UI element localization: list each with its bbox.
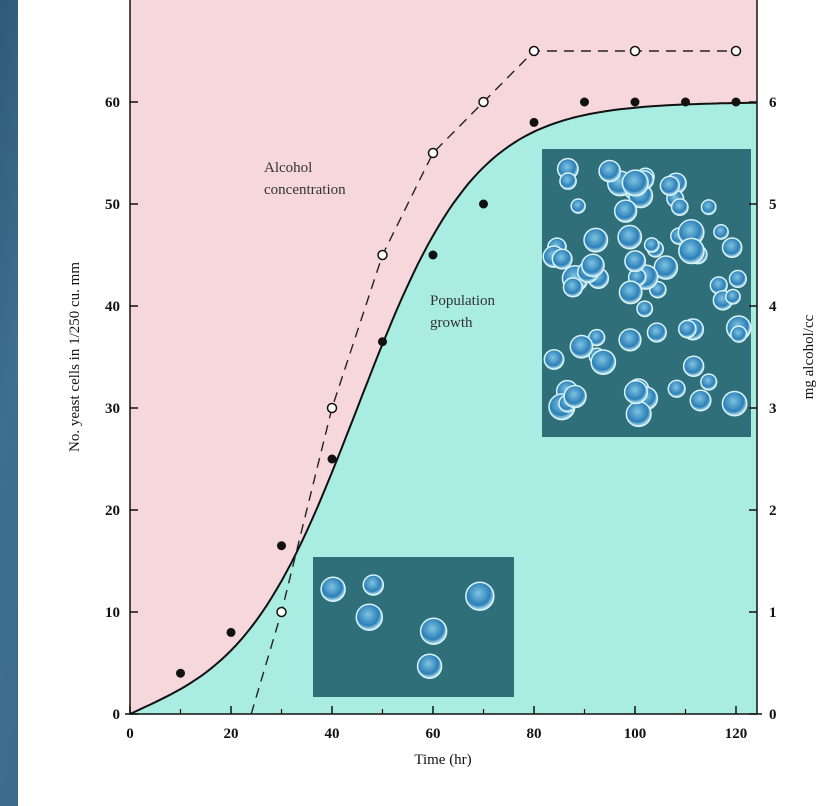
y-tick-label: 60 [105, 95, 120, 111]
y2-tick-label: 4 [769, 299, 777, 315]
yeast-cell [660, 176, 679, 195]
yeast-cell [591, 350, 615, 374]
y2-tick-label: 0 [769, 707, 777, 723]
y-tick-label: 40 [105, 299, 120, 315]
yeast-cell [418, 654, 442, 678]
yeast-cell [679, 320, 696, 337]
population-point [277, 541, 286, 550]
yeast-cell [626, 402, 651, 427]
x-tick-label: 80 [527, 726, 542, 742]
micrograph-small [313, 557, 514, 697]
x-tick-label: 120 [725, 726, 748, 742]
yeast-cell [679, 238, 704, 263]
y2-tick-label: 6 [769, 95, 777, 111]
yeast-cell [571, 199, 585, 213]
population-point [429, 251, 438, 260]
population-point [681, 98, 690, 107]
yeast-cell [722, 238, 741, 257]
alcohol-point [479, 98, 488, 107]
y2-tick-label: 2 [769, 503, 777, 519]
yeast-cell [701, 200, 715, 214]
population-point [631, 98, 640, 107]
x-tick-label: 20 [224, 726, 239, 742]
x-tick-label: 100 [624, 726, 647, 742]
population-point [732, 98, 741, 107]
y2-tick-label: 5 [769, 197, 777, 213]
yeast-cell [619, 281, 641, 303]
annotation-alcohol-line: concentration [264, 182, 346, 198]
yeast-cell [622, 170, 648, 196]
y-tick-label: 10 [105, 605, 120, 621]
annotation-population-line: Population [430, 293, 496, 309]
x-tick-label: 40 [325, 726, 340, 742]
yeast-cell [363, 575, 383, 595]
alcohol-point [631, 47, 640, 56]
alcohol-point [277, 608, 286, 617]
yeast-cell [722, 391, 746, 415]
yeast-cell [701, 374, 717, 390]
yeast-cell [637, 301, 652, 316]
yeast-cell [625, 381, 648, 404]
x-tick-label: 0 [126, 726, 134, 742]
y2-tick-label: 1 [769, 605, 777, 621]
population-point [580, 98, 589, 107]
y-tick-label: 30 [105, 401, 120, 417]
y-axis-title: No. yeast cells in 1/250 cu. mm [67, 262, 83, 452]
yeast-cell [584, 228, 607, 251]
population-point [479, 200, 488, 209]
yeast-cell [599, 160, 620, 181]
yeast-cell [421, 618, 447, 644]
figure-panel: 0 20 40 60 80 100 120 0 10 20 30 40 50 60 0 1 2 3 4 5 6 Time … [18, 0, 821, 806]
annotation-alcohol-line: Alcohol [264, 160, 312, 176]
yeast-cell [544, 350, 563, 369]
yeast-cell [618, 225, 641, 248]
yeast-cell [690, 390, 711, 411]
yeast-cell [731, 326, 747, 342]
alcohol-point [328, 404, 337, 413]
y2-tick-label: 3 [769, 401, 777, 417]
alcohol-point [378, 251, 387, 260]
yeast-cell [714, 225, 728, 239]
yeast-cell [563, 278, 582, 297]
yeast-cell [356, 604, 382, 630]
yeast-cell [466, 582, 494, 610]
population-point [227, 628, 236, 637]
population-point [328, 455, 337, 464]
micrograph-small-frame [313, 557, 514, 697]
x-axis-title: Time (hr) [414, 752, 471, 768]
yeast-cell [645, 238, 659, 252]
population-point [378, 337, 387, 346]
y-tick-label: 20 [105, 503, 120, 519]
alcohol-point [429, 149, 438, 158]
yeast-cell [560, 173, 576, 189]
yeast-cell [647, 323, 666, 342]
yeast-cell [582, 254, 604, 276]
yeast-cell [625, 251, 645, 271]
yeast-cell [668, 380, 685, 397]
yeast-cell [619, 329, 641, 351]
y2-axis-title: mg alcohol/cc [801, 314, 817, 399]
population-point [530, 118, 539, 127]
alcohol-point [530, 47, 539, 56]
yeast-cell [552, 249, 572, 269]
y-tick-label: 0 [113, 707, 121, 723]
yeast-cell [615, 200, 637, 222]
yeast-cell [729, 271, 746, 288]
yeast-cell [684, 356, 704, 376]
yeast-cell [726, 290, 740, 304]
alcohol-point [732, 47, 741, 56]
yeast-cell [570, 335, 592, 357]
x-tick-label: 60 [426, 726, 441, 742]
population-point [176, 669, 185, 678]
yeast-cell [564, 385, 586, 407]
yeast-cell [672, 199, 688, 215]
micrograph-large [542, 149, 751, 437]
yeast-cell [321, 577, 345, 601]
annotation-population-line: growth [430, 315, 473, 331]
yeast-growth-chart: 0 20 40 60 80 100 120 0 10 20 30 40 50 60 0 1 2 3 4 5 6 Time … [18, 0, 821, 806]
y-tick-label: 50 [105, 197, 120, 213]
